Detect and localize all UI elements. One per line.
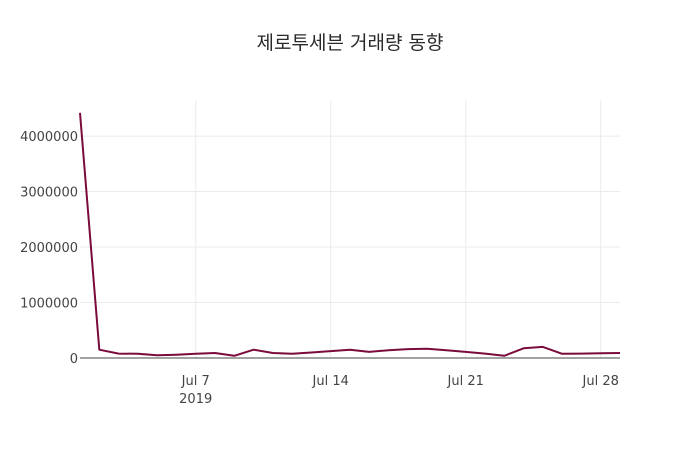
x-tick-label: Jul 28 [582, 374, 619, 389]
series-line [79, 112, 621, 357]
x-tick-label: Jul 14 [312, 374, 349, 389]
x-tick-label: Jul 21 [447, 374, 484, 389]
x-tick-label: Jul 7 [181, 374, 210, 389]
series-layer [79, 112, 621, 357]
axes: 0 1000000 2000000 3000000 4000000 Jul 7 2019 Ju… [20, 130, 620, 407]
grid [80, 100, 620, 358]
chart-title: 제로투세븐 거래량 동향 [256, 32, 444, 54]
y-tick-label: 2000000 [20, 241, 78, 256]
x-tick-sublabel: 2019 [179, 392, 212, 407]
y-tick-label: 0 [70, 352, 78, 367]
y-tick-label: 4000000 [20, 130, 78, 145]
y-tick-label: 1000000 [20, 297, 78, 312]
y-tick-label: 3000000 [20, 186, 78, 201]
